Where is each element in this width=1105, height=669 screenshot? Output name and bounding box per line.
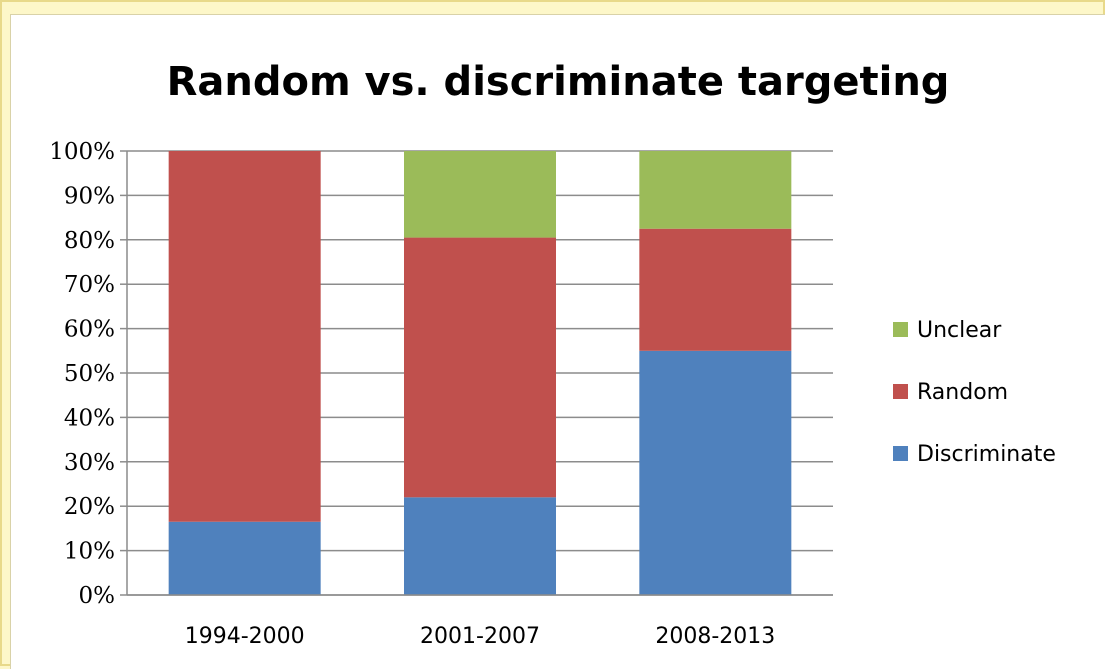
legend-swatch bbox=[893, 384, 908, 399]
bar-segment-unclear bbox=[404, 151, 556, 238]
y-tick-label: 10% bbox=[64, 539, 115, 565]
bar-segment-unclear bbox=[639, 151, 792, 229]
y-tick-label: 40% bbox=[64, 405, 115, 431]
chart-title: Random vs. discriminate targeting bbox=[167, 59, 950, 105]
bars bbox=[168, 151, 792, 595]
y-tick-label: 0% bbox=[79, 583, 116, 609]
y-tick-label: 100% bbox=[49, 139, 115, 165]
bar-segment-discriminate bbox=[168, 521, 321, 595]
y-tick-label: 50% bbox=[64, 361, 115, 387]
y-tick-label: 30% bbox=[64, 450, 115, 476]
y-tick-label: 20% bbox=[64, 494, 115, 520]
legend-label: Discriminate bbox=[917, 442, 1056, 467]
x-tick-label: 2008-2013 bbox=[655, 624, 775, 649]
legend-swatch bbox=[893, 446, 908, 461]
axes: 0% 10% 20% 30% 40% 50% 60% 70% 80% 90% 100% 1994-20… bbox=[49, 139, 833, 649]
bar-segment-discriminate bbox=[639, 350, 792, 595]
bar-segment-random bbox=[639, 228, 792, 351]
bar-segment-discriminate bbox=[404, 497, 556, 595]
x-tick-label: 1994-2000 bbox=[185, 624, 305, 649]
bar-segment-random bbox=[404, 237, 556, 498]
bar-segment-random bbox=[168, 151, 321, 522]
y-tick-label: 60% bbox=[64, 317, 115, 343]
legend-label: Random bbox=[917, 380, 1008, 405]
legend-label: Unclear bbox=[917, 318, 1002, 343]
legend: Unclear Random Discriminate bbox=[893, 318, 1056, 467]
y-tick-label: 80% bbox=[64, 228, 115, 254]
x-tick-label: 2001-2007 bbox=[420, 624, 540, 649]
legend-swatch bbox=[893, 322, 908, 337]
y-tick-label: 70% bbox=[64, 272, 115, 298]
y-tick-label: 90% bbox=[64, 183, 115, 209]
